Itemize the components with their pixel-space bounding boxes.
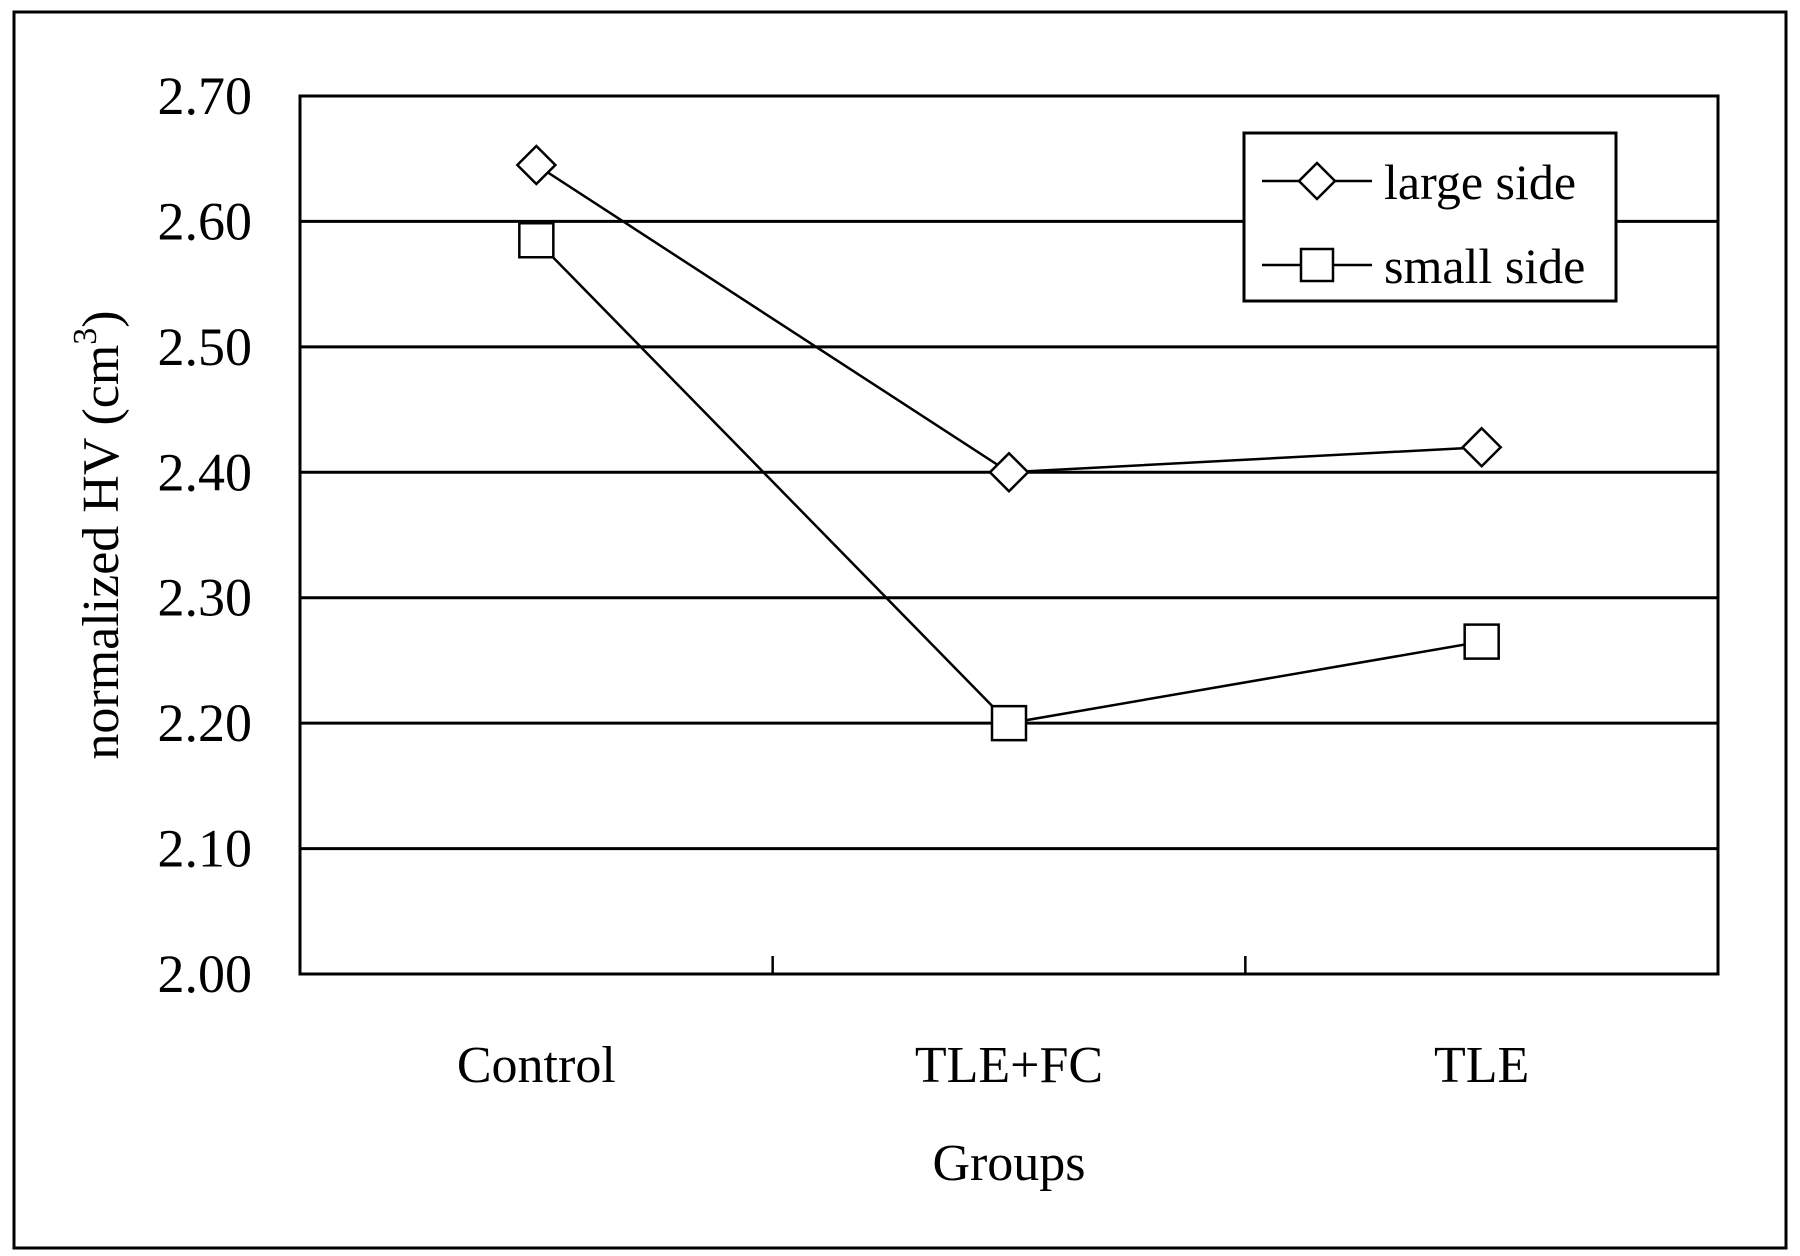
x-category-label: TLE bbox=[1434, 1037, 1529, 1094]
legend: large side small side bbox=[1242, 131, 1618, 303]
x-ticks bbox=[771, 956, 1247, 974]
data-point-square bbox=[518, 221, 555, 259]
data-point-square bbox=[1463, 623, 1500, 660]
y-tick-labels: 2.00 2.10 2.20 2.30 2.40 2.50 2.60 2.70 bbox=[158, 66, 253, 1004]
x-axis-title: Groups bbox=[932, 1135, 1085, 1192]
legend-marker-diamond bbox=[1297, 161, 1337, 201]
y-tick-label: 2.20 bbox=[158, 693, 253, 753]
y-tick-label: 2.10 bbox=[158, 819, 253, 879]
x-category-label: Control bbox=[457, 1037, 616, 1094]
legend-marker-square bbox=[1299, 247, 1335, 283]
x-category-label: TLE+FC bbox=[915, 1037, 1103, 1094]
y-tick-label: 2.50 bbox=[158, 317, 253, 377]
y-tick-label: 2.60 bbox=[158, 191, 253, 251]
data-point-square bbox=[990, 704, 1028, 742]
series-large-side bbox=[515, 144, 1503, 494]
data-point-diamond bbox=[988, 451, 1030, 494]
y-axis-title-suffix: ) bbox=[73, 310, 130, 327]
legend-label-large-side: large side bbox=[1384, 154, 1576, 210]
series-small-side bbox=[518, 221, 1500, 742]
y-axis-title: normalized HV (cm3) bbox=[67, 310, 130, 759]
y-tick-label: 2.30 bbox=[158, 568, 253, 628]
x-category-labels: Control TLE+FC TLE bbox=[457, 1037, 1529, 1094]
y-tick-label: 2.70 bbox=[158, 66, 253, 126]
data-point-diamond bbox=[1460, 426, 1503, 468]
series-layer bbox=[515, 144, 1503, 742]
data-point-diamond bbox=[515, 144, 558, 186]
y-axis-title-superscript: 3 bbox=[67, 328, 104, 345]
y-axis-title-main: normalized HV (cm bbox=[73, 345, 130, 760]
legend-label-small-side: small side bbox=[1384, 238, 1585, 294]
y-tick-label: 2.40 bbox=[158, 442, 253, 502]
y-tick-label: 2.00 bbox=[158, 944, 253, 1004]
